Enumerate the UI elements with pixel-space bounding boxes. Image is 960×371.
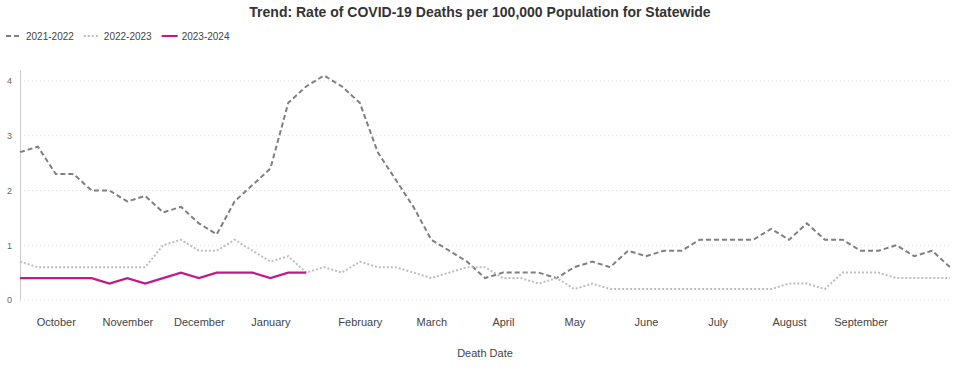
grid-line [20, 245, 950, 246]
x-tick: February [338, 310, 383, 328]
y-tick-label: 2 [7, 186, 12, 196]
x-axis: October November December January February Ma… [21, 310, 951, 328]
y-tick-label: 1 [7, 241, 12, 251]
legend-swatch [162, 35, 178, 37]
x-tick: December [174, 310, 225, 328]
series-line [20, 273, 306, 284]
y-tick: 3 [7, 131, 20, 141]
y-tick: 4 [7, 76, 20, 86]
legend-swatch [84, 35, 100, 37]
y-tick: 1 [7, 241, 20, 251]
legend-label: 2023-2024 [182, 31, 230, 42]
legend-label: 2022-2023 [104, 31, 152, 42]
x-tick-label: October [37, 316, 76, 328]
y-axis: 0 1 2 3 4 [7, 71, 21, 306]
series-line [20, 240, 950, 289]
x-tick-label: November [102, 316, 153, 328]
grid-line [20, 190, 950, 191]
legend-swatch [6, 35, 22, 37]
legend-label: 2021-2022 [26, 31, 74, 42]
plot-area [20, 75, 950, 289]
grid [20, 81, 950, 300]
x-tick-label: January [251, 316, 291, 328]
x-tick-label: June [635, 316, 659, 328]
x-tick: January [251, 310, 291, 328]
grid-line [20, 135, 950, 136]
y-tick-label: 3 [7, 131, 12, 141]
x-tick: June [635, 310, 659, 328]
x-tick-label: July [708, 316, 728, 328]
grid-line [20, 300, 950, 301]
legend-item: 2023-2024 [162, 31, 230, 42]
legend: 2021-2022 2022-2023 2023-2024 [6, 31, 230, 42]
x-tick-label: September [834, 316, 888, 328]
x-axis-line [21, 310, 951, 311]
x-tick: April [492, 310, 514, 328]
x-tick-label: December [174, 316, 225, 328]
x-tick-label: March [417, 316, 448, 328]
x-tick: July [708, 310, 728, 328]
x-axis-title: Death Date [457, 347, 513, 359]
y-tick-label: 0 [7, 295, 12, 305]
legend-item: 2022-2023 [84, 31, 152, 42]
x-tick-label: February [338, 316, 383, 328]
x-tick: September [834, 310, 888, 328]
x-tick-label: August [772, 316, 806, 328]
x-tick: October [37, 310, 76, 328]
series-line [20, 75, 950, 278]
y-tick: 0 [7, 295, 20, 305]
legend-item: 2021-2022 [6, 31, 74, 42]
x-tick: March [417, 310, 448, 328]
x-tick: November [102, 310, 153, 328]
y-tick-label: 4 [7, 76, 12, 86]
y-tick: 2 [7, 186, 20, 196]
grid-line [20, 80, 950, 81]
x-tick-label: April [492, 316, 514, 328]
x-tick-label: May [565, 316, 586, 328]
title: Trend: Rate of COVID-19 Deaths per 100,0… [249, 4, 711, 20]
x-tick: August [772, 310, 806, 328]
x-tick: May [565, 310, 586, 328]
chart: Trend: Rate of COVID-19 Deaths per 100,0… [0, 0, 960, 371]
y-axis-line [20, 71, 21, 301]
